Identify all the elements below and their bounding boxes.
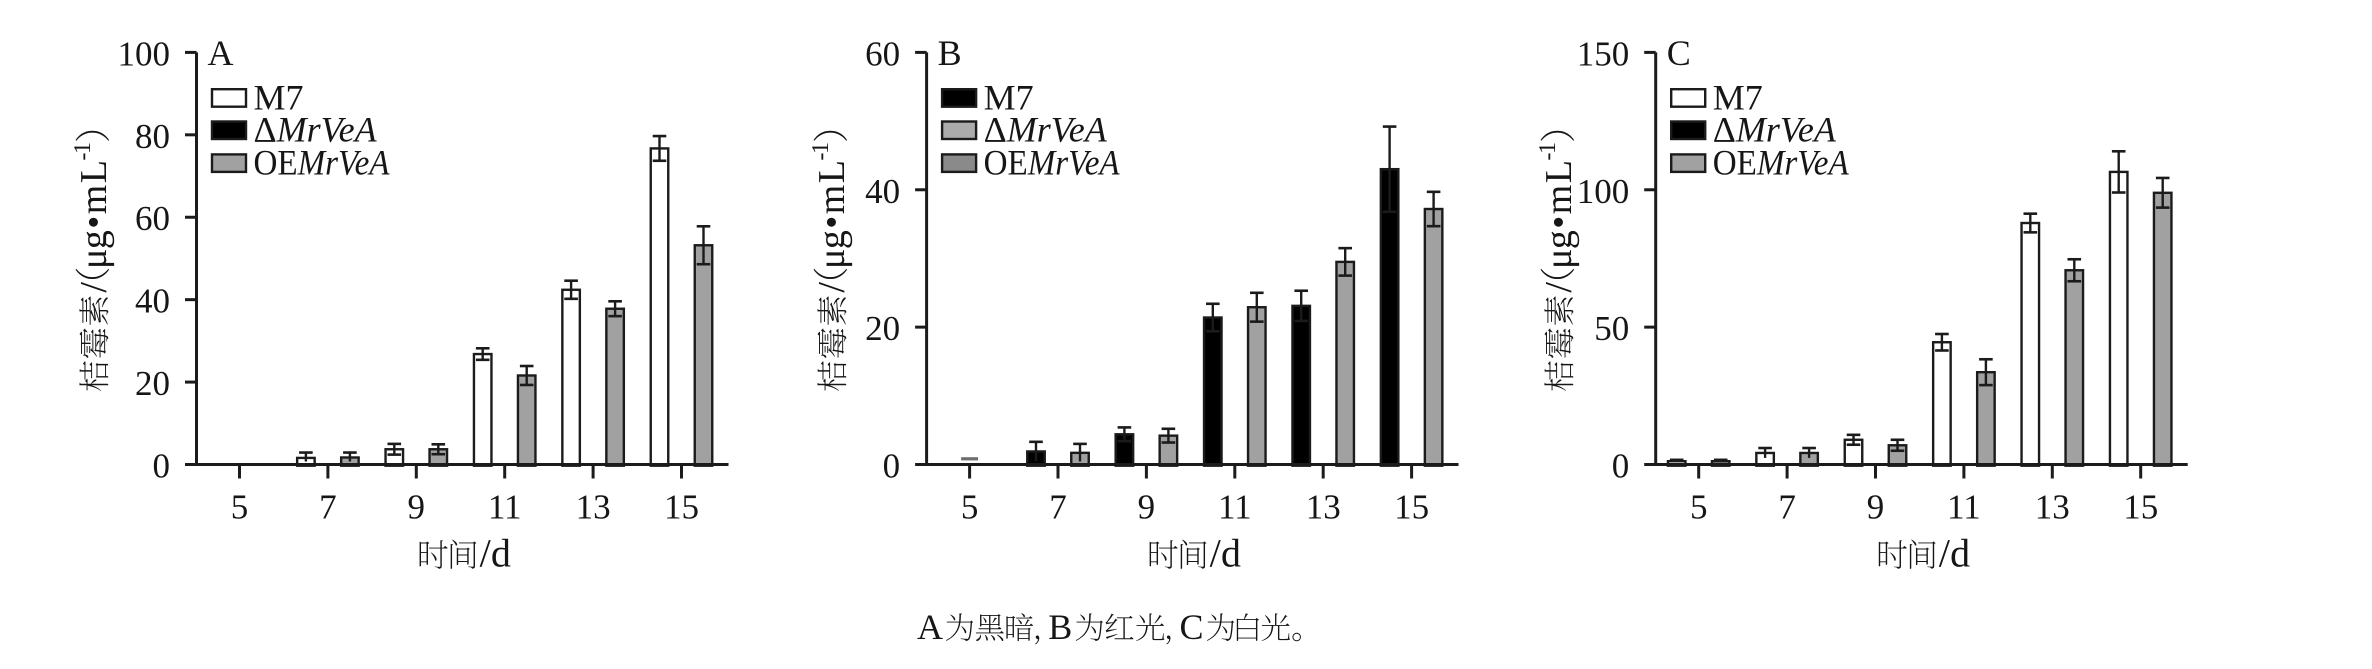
svg-text:60: 60 bbox=[135, 199, 170, 238]
svg-text:ΔMrVeA: ΔMrVeA bbox=[1713, 110, 1837, 150]
svg-text:M7: M7 bbox=[984, 77, 1034, 117]
svg-text:ΔMrVeA: ΔMrVeA bbox=[254, 110, 378, 150]
svg-text:50: 50 bbox=[1594, 309, 1629, 348]
svg-text:20: 20 bbox=[865, 309, 900, 348]
svg-text:0: 0 bbox=[883, 447, 901, 486]
svg-text:9: 9 bbox=[1867, 488, 1885, 527]
svg-text:OEMrVeA: OEMrVeA bbox=[254, 143, 391, 183]
svg-text:9: 9 bbox=[1138, 488, 1156, 527]
svg-text:100: 100 bbox=[118, 34, 171, 73]
svg-text:15: 15 bbox=[1394, 488, 1429, 527]
svg-text:M7: M7 bbox=[1713, 77, 1763, 117]
svg-text:B: B bbox=[938, 33, 962, 73]
svg-text:150: 150 bbox=[1577, 34, 1630, 73]
svg-text:ΔMrVeA: ΔMrVeA bbox=[984, 110, 1108, 150]
svg-text:0: 0 bbox=[153, 447, 171, 486]
svg-text:0: 0 bbox=[1612, 447, 1630, 486]
svg-text:40: 40 bbox=[865, 172, 900, 211]
svg-text:7: 7 bbox=[319, 488, 337, 527]
svg-text:40: 40 bbox=[135, 282, 170, 321]
svg-text:B: B bbox=[1048, 607, 1072, 647]
svg-text:A: A bbox=[917, 607, 943, 647]
svg-text:80: 80 bbox=[135, 117, 170, 156]
svg-text:OEMrVeA: OEMrVeA bbox=[1713, 143, 1850, 183]
svg-text:7: 7 bbox=[1049, 488, 1067, 527]
svg-text:11: 11 bbox=[1218, 488, 1252, 527]
svg-text:5: 5 bbox=[1690, 488, 1708, 527]
svg-text:9: 9 bbox=[408, 488, 426, 527]
svg-text:M7: M7 bbox=[254, 77, 304, 117]
svg-text:100: 100 bbox=[1577, 172, 1630, 211]
svg-text:13: 13 bbox=[1306, 488, 1341, 527]
svg-text:15: 15 bbox=[664, 488, 699, 527]
svg-text:60: 60 bbox=[865, 34, 900, 73]
svg-text:11: 11 bbox=[488, 488, 522, 527]
svg-text:15: 15 bbox=[2123, 488, 2158, 527]
svg-text:20: 20 bbox=[135, 364, 170, 403]
svg-text:OEMrVeA: OEMrVeA bbox=[984, 143, 1121, 183]
svg-text:13: 13 bbox=[576, 488, 611, 527]
svg-text:5: 5 bbox=[231, 488, 249, 527]
svg-text:7: 7 bbox=[1778, 488, 1796, 527]
svg-text:C: C bbox=[1667, 33, 1691, 73]
svg-text:C: C bbox=[1180, 607, 1204, 647]
svg-text:11: 11 bbox=[1947, 488, 1981, 527]
svg-text:A: A bbox=[208, 33, 234, 73]
svg-text:5: 5 bbox=[961, 488, 979, 527]
svg-text:13: 13 bbox=[2035, 488, 2070, 527]
